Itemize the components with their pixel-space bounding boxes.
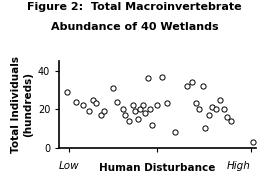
Point bbox=[193, 102, 198, 105]
Point bbox=[64, 91, 69, 93]
Point bbox=[150, 123, 155, 126]
Point bbox=[251, 140, 255, 143]
Text: Abundance of 40 Wetlands: Abundance of 40 Wetlands bbox=[51, 22, 218, 32]
Point bbox=[190, 81, 194, 84]
Point bbox=[111, 87, 115, 89]
Point bbox=[138, 108, 142, 111]
Point bbox=[121, 108, 125, 111]
Point bbox=[207, 114, 211, 116]
Point bbox=[172, 131, 177, 134]
Point bbox=[160, 75, 164, 78]
Point bbox=[200, 85, 205, 88]
Point bbox=[197, 108, 201, 111]
Point bbox=[221, 108, 226, 111]
Point bbox=[218, 98, 222, 101]
Point bbox=[123, 114, 128, 116]
Point bbox=[155, 104, 160, 107]
Point bbox=[94, 102, 98, 105]
Point bbox=[229, 119, 233, 122]
Y-axis label: Total Individuals
(hundreds): Total Individuals (hundreds) bbox=[11, 56, 34, 153]
Point bbox=[140, 104, 145, 107]
Text: Human Disturbance: Human Disturbance bbox=[99, 163, 215, 173]
Point bbox=[145, 77, 150, 80]
Point bbox=[133, 110, 137, 112]
Text: Low: Low bbox=[59, 161, 79, 171]
Point bbox=[99, 114, 103, 116]
Point bbox=[225, 115, 229, 118]
Point bbox=[102, 110, 107, 112]
Point bbox=[115, 100, 119, 103]
Text: Figure 2:  Total Macroinvertebrate: Figure 2: Total Macroinvertebrate bbox=[27, 2, 242, 12]
Point bbox=[87, 110, 91, 112]
Point bbox=[148, 108, 152, 111]
Point bbox=[131, 104, 135, 107]
Point bbox=[143, 112, 147, 114]
Point bbox=[74, 100, 79, 103]
Point bbox=[210, 106, 214, 109]
Text: High: High bbox=[227, 161, 251, 171]
Point bbox=[203, 127, 208, 130]
Point bbox=[136, 117, 140, 120]
Point bbox=[165, 102, 169, 105]
Point bbox=[127, 119, 131, 122]
Point bbox=[214, 108, 218, 111]
Point bbox=[90, 98, 95, 101]
Point bbox=[81, 104, 85, 107]
Point bbox=[185, 85, 189, 88]
